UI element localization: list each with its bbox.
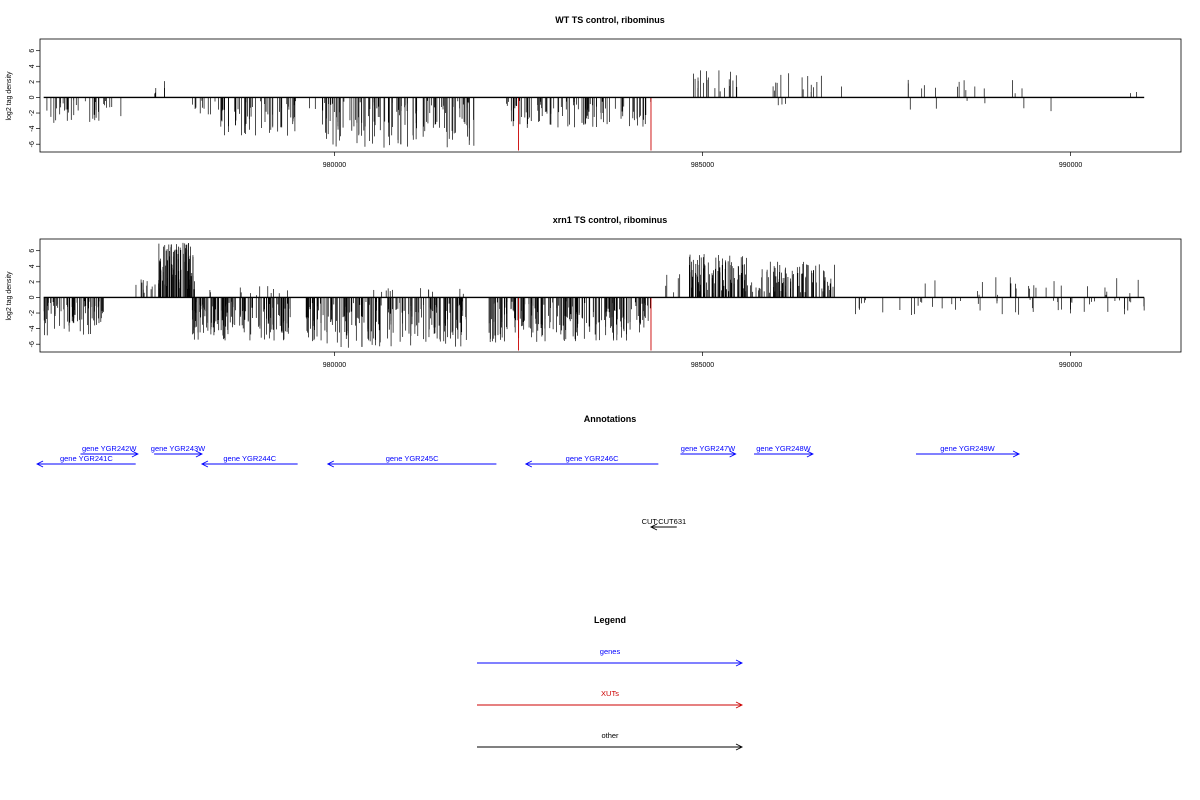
legend-item: XUTs xyxy=(477,689,744,709)
annotation-arrowhead xyxy=(806,450,814,458)
annotation-label: gene YGR244C xyxy=(223,454,276,463)
legend-label: genes xyxy=(600,647,621,656)
wt-x-axis: 980000 985000 990000 xyxy=(323,152,1082,169)
wt-y-tick-label: 2 xyxy=(29,80,36,84)
annotation-label: gene YGR243W xyxy=(151,444,206,453)
annotation-arrowhead xyxy=(729,450,737,458)
wt-panel: WT TS control, ribominus log2 tag densit… xyxy=(6,15,1182,169)
xrn1-y-axis-label: log2 tag density xyxy=(6,271,13,321)
legend-label: other xyxy=(601,731,619,740)
xrn1-y-tick-label: -2 xyxy=(29,310,36,316)
annotation-label: gene YGR249W xyxy=(940,444,995,453)
legend-item: other xyxy=(477,731,744,751)
wt-x-tick-label: 990000 xyxy=(1059,162,1082,169)
wt-bars xyxy=(46,70,1137,151)
legend-arrowhead xyxy=(735,659,744,667)
wt-panel-title: WT TS control, ribominus xyxy=(555,15,665,25)
annotation-arrowhead xyxy=(524,460,533,468)
xrn1-y-tick-label: -6 xyxy=(29,341,36,347)
legend-title: Legend xyxy=(594,615,626,625)
annotation-label: gene YGR241C xyxy=(60,454,113,463)
annotation-item: gene YGR243W xyxy=(151,444,206,458)
annotations-title: Annotations xyxy=(584,414,637,424)
xrn1-panel: xrn1 TS control, ribominus log2 tag dens… xyxy=(6,215,1182,369)
wt-y-tick-label: 0 xyxy=(29,95,36,99)
xrn1-x-tick-label: 985000 xyxy=(691,362,714,369)
xrn1-plot-frame xyxy=(39,238,1182,353)
xrn1-y-axis: -6 -4 -2 0 2 4 6 xyxy=(29,249,40,347)
wt-plot-frame xyxy=(39,38,1182,153)
xrn1-y-tick-label: 2 xyxy=(29,280,36,284)
annotation-arrowhead xyxy=(326,460,335,468)
annotation-arrowhead xyxy=(195,450,203,458)
annotation-item: gene YGR242W xyxy=(80,444,139,458)
xrn1-bars xyxy=(43,242,1145,351)
wt-y-axis: -6 -4 -2 0 2 4 6 xyxy=(29,49,40,147)
annotation-arrowhead xyxy=(131,450,139,458)
annotation-label: gene YGR247W xyxy=(681,444,736,453)
annotation-item: gene YGR247W xyxy=(680,444,737,458)
annotation-label: gene YGR248W xyxy=(756,444,811,453)
xrn1-y-tick-label: 4 xyxy=(29,264,36,268)
xrn1-y-tick-label: 6 xyxy=(29,249,36,253)
wt-y-tick-label: -2 xyxy=(29,110,36,116)
annotation-item: CUT:CUT631 xyxy=(642,517,687,531)
legend-arrowhead xyxy=(735,701,744,709)
annotation-item: gene YGR246C xyxy=(524,454,659,468)
annotation-arrowhead xyxy=(1012,450,1021,458)
annotation-item: gene YGR249W xyxy=(915,444,1021,458)
annotation-item: gene YGR248W xyxy=(754,444,814,458)
annotation-item: gene YGR245C xyxy=(326,454,497,468)
legend: Legend genes XUTs other xyxy=(477,615,744,751)
xrn1-y-tick-label: 0 xyxy=(29,295,36,299)
annotation-arrowhead xyxy=(649,523,658,531)
legend-label: XUTs xyxy=(601,689,619,698)
xrn1-x-tick-label: 980000 xyxy=(323,362,346,369)
annotation-label: gene YGR242W xyxy=(82,444,137,453)
annotation-item: gene YGR244C xyxy=(200,454,298,468)
annotation-label: gene YGR246C xyxy=(566,454,619,463)
wt-y-tick-label: -6 xyxy=(29,141,36,147)
wt-y-tick-label: -4 xyxy=(29,125,36,131)
annotation-item: gene YGR241C xyxy=(36,454,136,468)
xrn1-x-axis: 980000 985000 990000 xyxy=(323,352,1082,369)
wt-x-tick-label: 985000 xyxy=(691,162,714,169)
legend-items: genes XUTs other xyxy=(477,647,744,751)
annotation-label: CUT:CUT631 xyxy=(642,517,687,526)
legend-item: genes xyxy=(477,647,744,667)
annotation-arrowhead xyxy=(200,460,209,468)
annotation-label: gene YGR245C xyxy=(386,454,439,463)
xrn1-y-tick-label: -4 xyxy=(29,325,36,331)
wt-x-tick-label: 980000 xyxy=(323,162,346,169)
wt-y-tick-label: 6 xyxy=(29,49,36,53)
wt-y-tick-label: 4 xyxy=(29,64,36,68)
xrn1-panel-title: xrn1 TS control, ribominus xyxy=(553,215,668,225)
annotation-arrowhead xyxy=(36,460,44,468)
legend-arrowhead xyxy=(735,743,744,751)
xrn1-x-tick-label: 990000 xyxy=(1059,362,1082,369)
wt-y-axis-label: log2 tag density xyxy=(6,71,13,121)
